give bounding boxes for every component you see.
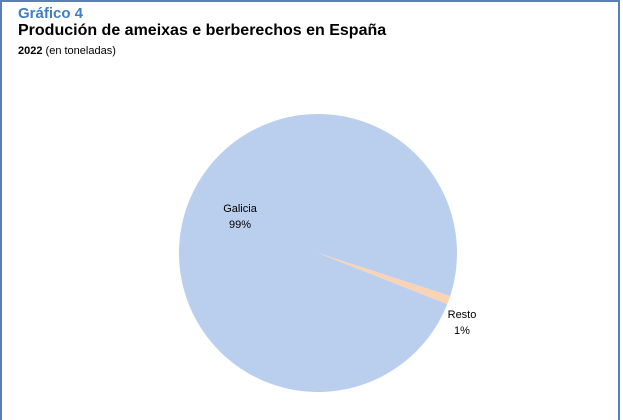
chart-subtitle: 2022 (en toneladas) (18, 45, 116, 57)
subtitle-year: 2022 (18, 45, 43, 57)
chart-kicker: Gráfico 4 (18, 5, 84, 22)
slice-label-galicia: Galicia (223, 203, 258, 215)
chart-title: Produción de ameixas e berberechos en Es… (18, 22, 387, 39)
pie-slice-galicia (179, 113, 458, 392)
pie-slice-resto (318, 253, 451, 305)
slice-percent-galicia: 99% (229, 219, 251, 231)
slice-percent-resto: 1% (454, 325, 470, 337)
slice-label-resto: Resto (448, 309, 477, 321)
subtitle-unit: (en toneladas) (45, 45, 116, 57)
